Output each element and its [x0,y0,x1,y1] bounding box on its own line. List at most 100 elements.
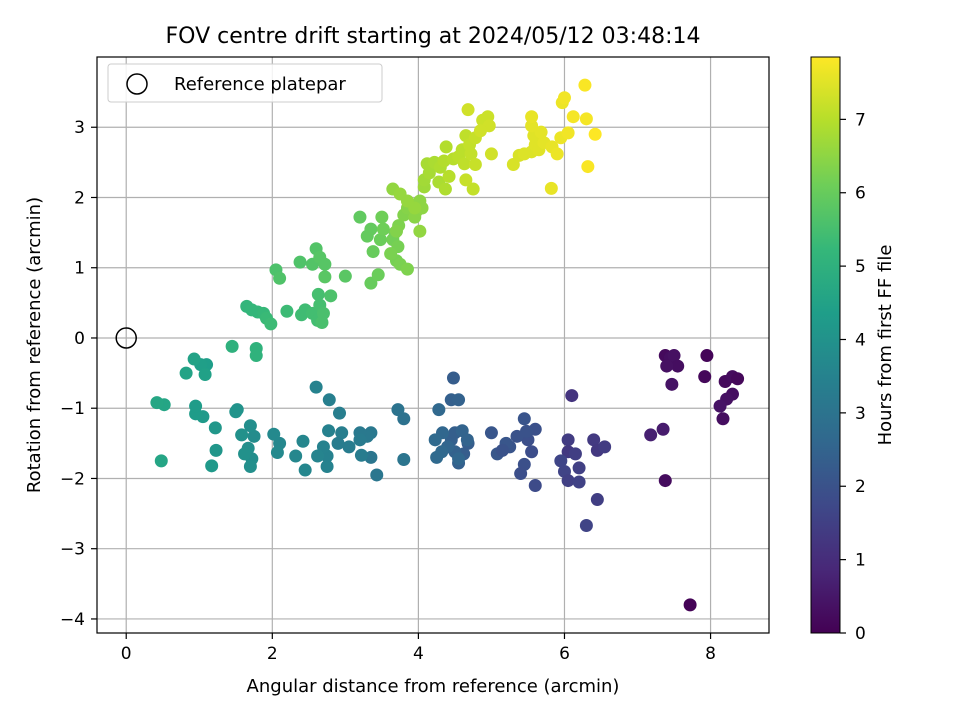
data-point [324,289,338,303]
data-point [249,349,263,363]
data-point [154,454,168,468]
data-point [209,443,223,457]
data-point [318,270,332,284]
data-point [293,255,307,269]
data-point [598,440,612,454]
data-point [565,389,579,403]
data-point [660,359,674,373]
data-point [375,210,389,224]
y-tick-label: −2 [60,469,85,489]
data-point [364,276,378,290]
data-point [578,78,592,92]
data-point [235,428,249,442]
data-point [238,447,252,461]
data-point [370,468,384,482]
data-point [315,316,329,330]
data-point [189,399,203,413]
data-point [446,371,460,385]
x-tick-label: 6 [559,644,570,664]
data-point [484,426,498,440]
data-point [557,91,571,105]
data-point [525,445,539,459]
data-point [484,147,498,161]
data-point [525,110,539,124]
data-points [115,78,745,612]
data-point [534,125,548,139]
axis-ticks: 0 2 4 6 8 −4 −3 −2 −1 0 1 2 3 [60,118,716,664]
data-point [466,182,480,196]
data-point [561,126,575,140]
data-point [373,233,387,247]
data-point [452,452,466,466]
colorbar-ticks: 0 1 2 3 4 5 6 7 [840,110,866,644]
data-point [572,475,586,489]
data-point [205,459,219,473]
data-point [243,460,257,474]
data-point [422,166,436,180]
data-point [225,339,239,353]
data-point [428,433,442,447]
data-point [364,222,378,236]
data-point [208,421,222,435]
data-point [671,359,685,373]
data-point [298,463,312,477]
y-tick-label: 3 [74,118,85,138]
data-point [579,112,593,126]
legend-box [107,63,383,103]
data-point [716,412,730,426]
data-point [400,262,414,276]
legend-entry-reference: Reference platepar [174,74,346,95]
colorbar-tick-label: 7 [855,110,866,130]
data-point [561,474,575,488]
data-point [229,405,243,419]
data-point [438,182,452,196]
y-axis-label: Rotation from reference (arcmin) [24,197,45,493]
data-point [289,449,303,463]
data-point [698,370,712,384]
data-point [408,201,422,215]
data-point [581,160,595,174]
data-point [665,377,679,391]
data-point [353,210,367,224]
data-point [413,224,427,238]
data-point [389,224,403,238]
data-point [495,443,509,457]
data-point [309,380,323,394]
data-point [700,349,714,363]
data-point [333,406,347,420]
data-point [439,140,453,154]
y-tick-label: −3 [60,540,85,560]
data-point [510,429,524,443]
data-point [442,169,456,183]
data-point [731,372,745,386]
data-point [318,257,332,271]
data-point [579,519,593,533]
data-point [517,412,531,426]
data-point [391,403,405,417]
data-point [667,349,681,363]
data-point [457,157,471,171]
data-point [198,368,212,382]
data-point [460,433,474,447]
data-point [658,474,672,488]
data-point [311,449,325,463]
data-point [561,433,575,447]
data-point [572,461,586,475]
data-point [353,433,367,447]
legend-marker-icon [126,73,148,95]
data-point [468,157,482,171]
data-point [566,110,580,124]
colorbar-tick-label: 4 [855,330,866,350]
data-point [354,448,368,462]
y-tick-label: 1 [74,259,85,279]
data-point [243,419,257,433]
data-point [335,426,349,440]
chart-title: FOV centre drift starting at 2024/05/12 … [166,24,701,49]
legend: Reference platepar [107,63,383,103]
data-point [179,366,193,380]
data-point [342,440,356,454]
data-point [713,399,727,413]
data-point [397,452,411,466]
data-point [331,436,345,450]
